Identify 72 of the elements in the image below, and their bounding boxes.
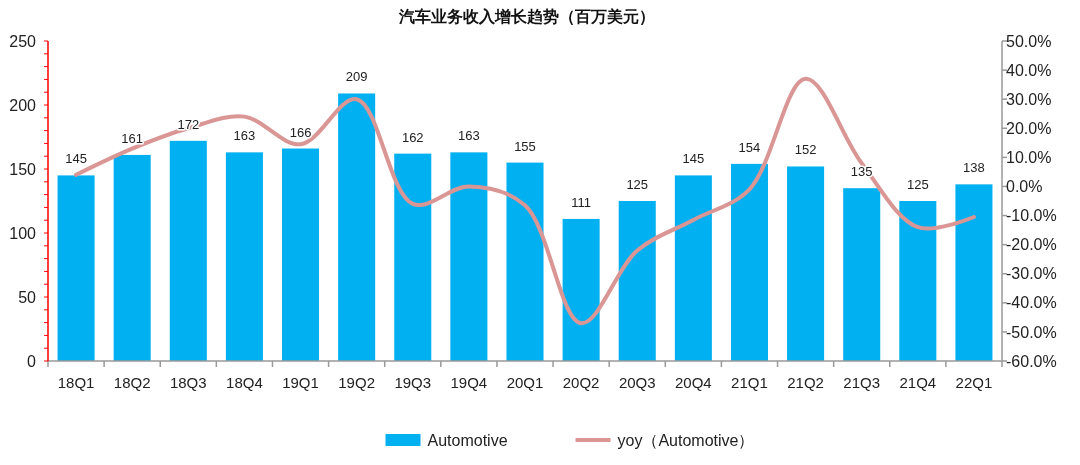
y2-tick-label: -50.0% — [1006, 323, 1057, 341]
x-tick-label: 22Q1 — [955, 374, 993, 392]
data-label: 125 — [626, 177, 649, 192]
legend-label: yoy（Automotive） — [617, 431, 755, 449]
bar — [282, 148, 320, 361]
y-tick-label: 250 — [9, 32, 37, 50]
y2-tick-label: 50.0% — [1006, 32, 1052, 50]
bar — [618, 201, 656, 361]
y-tick-label: 150 — [9, 160, 37, 178]
x-tick-label: 18Q1 — [57, 374, 95, 392]
x-tick-label: 21Q2 — [787, 374, 824, 392]
data-label: 166 — [289, 124, 312, 140]
y-tick-label: 200 — [9, 96, 37, 114]
bar — [450, 152, 488, 361]
y2-tick-label: -30.0% — [1006, 265, 1057, 283]
bar — [57, 175, 95, 361]
bar — [338, 93, 376, 361]
bar — [955, 184, 993, 361]
bar — [843, 188, 881, 361]
x-tick-label: 20Q3 — [618, 374, 656, 392]
bar — [787, 166, 825, 361]
bar — [225, 152, 263, 361]
y-tick-label: 50 — [18, 288, 37, 306]
bar — [169, 140, 207, 361]
x-tick-label: 20Q1 — [506, 374, 544, 392]
x-tick-label: 20Q4 — [675, 374, 712, 392]
bar — [899, 201, 937, 361]
y2-tick-label: -20.0% — [1006, 236, 1057, 254]
bar — [674, 175, 712, 361]
data-label: 145 — [682, 151, 705, 167]
y2-tick-label: 20.0% — [1006, 119, 1052, 137]
data-label: 145 — [65, 151, 87, 167]
data-label: 152 — [794, 142, 817, 158]
data-label: 163 — [233, 128, 256, 144]
x-tick-label: 19Q2 — [338, 374, 375, 392]
x-tick-label: 21Q4 — [899, 374, 937, 392]
x-tick-label: 20Q2 — [562, 374, 600, 392]
data-label: 138 — [963, 160, 985, 176]
x-tick-label: 19Q1 — [282, 374, 319, 392]
bar — [506, 162, 544, 361]
bar — [394, 153, 432, 361]
y2-tick-label: -10.0% — [1006, 207, 1057, 225]
y2-tick-label: 30.0% — [1006, 90, 1052, 108]
bar — [562, 218, 600, 361]
x-tick-label: 21Q1 — [731, 374, 768, 392]
data-label: 155 — [514, 138, 536, 154]
x-tick-label: 18Q3 — [169, 374, 207, 392]
data-label: 172 — [177, 116, 200, 132]
data-label: 162 — [401, 129, 424, 145]
bar — [730, 163, 768, 361]
y-tick-label: 0 — [27, 352, 37, 370]
x-tick-label: 19Q4 — [450, 374, 488, 392]
data-label: 209 — [345, 69, 368, 85]
data-label: 161 — [121, 130, 144, 146]
data-label: 125 — [906, 177, 929, 192]
x-tick-label: 21Q3 — [843, 374, 881, 392]
x-tick-label: 18Q2 — [113, 374, 151, 392]
data-label: 154 — [738, 139, 761, 155]
data-label: 111 — [571, 194, 591, 210]
data-label: 163 — [458, 128, 480, 144]
data-label: 135 — [850, 164, 873, 180]
y2-tick-label: 40.0% — [1006, 61, 1052, 79]
legend-label: Automotive — [427, 431, 508, 449]
y2-tick-label: 10.0% — [1006, 148, 1052, 166]
y2-tick-label: -60.0% — [1006, 352, 1057, 370]
y-tick-label: 100 — [9, 224, 37, 242]
y2-tick-label: -40.0% — [1006, 294, 1057, 312]
y2-tick-label: 0.0% — [1006, 178, 1043, 196]
bar — [113, 154, 151, 361]
x-tick-label: 18Q4 — [226, 374, 263, 392]
x-tick-label: 19Q3 — [394, 374, 432, 392]
chart-title: 汽车业务收入增长趋势（百万美元） — [398, 7, 655, 26]
